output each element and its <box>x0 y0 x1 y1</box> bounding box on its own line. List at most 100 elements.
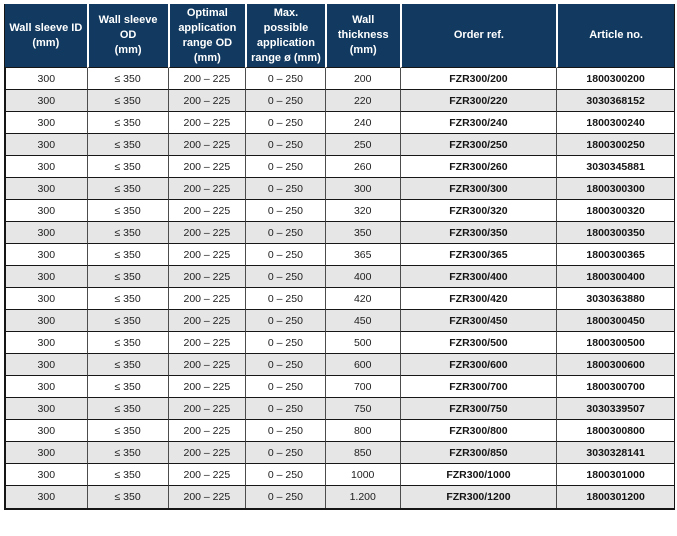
table-cell-wall-thickness: 260 <box>324 156 400 179</box>
table-cell-wall-sleeve-od: ≤ 350 <box>86 288 168 311</box>
table-cell-wall-thickness: 800 <box>324 420 400 443</box>
table-cell-wall-sleeve-id: 300 <box>5 156 87 179</box>
table-cell-max-range: 0 – 250 <box>245 134 325 157</box>
table-cell-wall-sleeve-id: 300 <box>5 90 87 113</box>
table-cell-article-no: 3030328141 <box>556 442 674 465</box>
table-row: 300 ≤ 350 200 – 225 0 – 250 220 FZR300/220 303… <box>5 90 674 113</box>
table-cell-optimal-range-od: 200 – 225 <box>167 90 246 113</box>
header-cell-article-no: Article no. <box>556 4 674 69</box>
table-cell-optimal-range-od: 200 – 225 <box>167 266 246 289</box>
table-cell-wall-sleeve-id: 300 <box>5 486 87 509</box>
table-cell-wall-sleeve-id: 300 <box>5 398 87 421</box>
table-cell-wall-thickness: 220 <box>324 90 400 113</box>
table-cell-optimal-range-od: 200 – 225 <box>167 332 246 355</box>
table-cell-order-ref: FZR300/750 <box>399 398 557 421</box>
table-row: 300 ≤ 350 200 – 225 0 – 250 800 FZR300/800 180… <box>5 420 674 443</box>
table-cell-max-range: 0 – 250 <box>245 332 325 355</box>
table-cell-article-no: 1800301000 <box>556 464 674 487</box>
table-row: 300 ≤ 350 200 – 225 0 – 250 450 FZR300/450 180… <box>5 310 674 333</box>
table-cell-max-range: 0 – 250 <box>245 354 325 377</box>
table-cell-wall-sleeve-od: ≤ 350 <box>86 200 168 223</box>
table-cell-wall-thickness: 1.200 <box>324 486 400 509</box>
table-cell-wall-sleeve-od: ≤ 350 <box>86 420 168 443</box>
table-cell-max-range: 0 – 250 <box>245 222 325 245</box>
table-cell-wall-thickness: 850 <box>324 442 400 465</box>
table-cell-wall-thickness: 365 <box>324 244 400 267</box>
table-cell-wall-sleeve-id: 300 <box>5 464 87 487</box>
table-cell-wall-sleeve-od: ≤ 350 <box>86 376 168 399</box>
table-cell-wall-sleeve-id: 300 <box>5 222 87 245</box>
table-cell-article-no: 1800300450 <box>556 310 674 333</box>
table-cell-article-no: 1800300400 <box>556 266 674 289</box>
table-cell-max-range: 0 – 250 <box>245 112 325 135</box>
table-cell-max-range: 0 – 250 <box>245 486 325 509</box>
table-cell-max-range: 0 – 250 <box>245 156 325 179</box>
table-cell-order-ref: FZR300/300 <box>399 178 557 201</box>
table-cell-wall-sleeve-od: ≤ 350 <box>86 222 168 245</box>
table-cell-wall-thickness: 320 <box>324 200 400 223</box>
table-row: 300 ≤ 350 200 – 225 0 – 250 320 FZR300/320 180… <box>5 200 674 223</box>
table-cell-wall-sleeve-id: 300 <box>5 310 87 333</box>
table-cell-wall-thickness: 400 <box>324 266 400 289</box>
table-cell-wall-sleeve-id: 300 <box>5 244 87 267</box>
table-cell-order-ref: FZR300/800 <box>399 420 557 443</box>
header-row: Wall sleeve ID (mm) Wall sleeve OD (mm) Op… <box>5 4 674 69</box>
table-row: 300 ≤ 350 200 – 225 0 – 250 300 FZR300/300 180… <box>5 178 674 201</box>
table-row: 300 ≤ 350 200 – 225 0 – 250 240 FZR300/240 180… <box>5 112 674 135</box>
table-cell-max-range: 0 – 250 <box>245 442 325 465</box>
table-cell-wall-thickness: 750 <box>324 398 400 421</box>
header-cell-optimal-range-od: Optimal application range OD (mm) <box>167 4 246 69</box>
table-cell-optimal-range-od: 200 – 225 <box>167 420 246 443</box>
table-cell-wall-thickness: 350 <box>324 222 400 245</box>
table-cell-article-no: 1800300800 <box>556 420 674 443</box>
header-cell-order-ref: Order ref. <box>399 4 557 69</box>
table-cell-optimal-range-od: 200 – 225 <box>167 310 246 333</box>
table-cell-order-ref: FZR300/260 <box>399 156 557 179</box>
table-cell-optimal-range-od: 200 – 225 <box>167 112 246 135</box>
table-cell-max-range: 0 – 250 <box>245 288 325 311</box>
table-cell-optimal-range-od: 200 – 225 <box>167 222 246 245</box>
table-cell-optimal-range-od: 200 – 225 <box>167 464 246 487</box>
table-cell-wall-sleeve-od: ≤ 350 <box>86 112 168 135</box>
table-row: 300 ≤ 350 200 – 225 0 – 250 420 FZR300/420 303… <box>5 288 674 311</box>
table-cell-order-ref: FZR300/320 <box>399 200 557 223</box>
table-cell-order-ref: FZR300/500 <box>399 332 557 355</box>
header-cell-wall-sleeve-id: Wall sleeve ID (mm) <box>5 4 87 69</box>
table-cell-wall-sleeve-od: ≤ 350 <box>86 486 168 509</box>
table-cell-optimal-range-od: 200 – 225 <box>167 442 246 465</box>
table-cell-optimal-range-od: 200 – 225 <box>167 178 246 201</box>
table-cell-wall-sleeve-id: 300 <box>5 200 87 223</box>
table-row: 300 ≤ 350 200 – 225 0 – 250 500 FZR300/500 180… <box>5 332 674 355</box>
table-cell-optimal-range-od: 200 – 225 <box>167 486 246 509</box>
table-cell-wall-thickness: 250 <box>324 134 400 157</box>
table-cell-order-ref: FZR300/1000 <box>399 464 557 487</box>
table-cell-article-no: 1800300365 <box>556 244 674 267</box>
table-cell-max-range: 0 – 250 <box>245 310 325 333</box>
table-cell-wall-thickness: 200 <box>324 68 400 91</box>
table-cell-max-range: 0 – 250 <box>245 398 325 421</box>
table-cell-optimal-range-od: 200 – 225 <box>167 288 246 311</box>
table-cell-article-no: 1800300200 <box>556 68 674 91</box>
table-cell-wall-sleeve-id: 300 <box>5 332 87 355</box>
table-cell-optimal-range-od: 200 – 225 <box>167 134 246 157</box>
table-cell-max-range: 0 – 250 <box>245 200 325 223</box>
table-cell-max-range: 0 – 250 <box>245 68 325 91</box>
table-cell-max-range: 0 – 250 <box>245 420 325 443</box>
table-cell-order-ref: FZR300/700 <box>399 376 557 399</box>
table-cell-order-ref: FZR300/250 <box>399 134 557 157</box>
table-cell-wall-thickness: 500 <box>324 332 400 355</box>
table-cell-wall-thickness: 240 <box>324 112 400 135</box>
table-cell-optimal-range-od: 200 – 225 <box>167 376 246 399</box>
table-cell-optimal-range-od: 200 – 225 <box>167 68 246 91</box>
table-cell-max-range: 0 – 250 <box>245 178 325 201</box>
table-cell-optimal-range-od: 200 – 225 <box>167 156 246 179</box>
table-row: 300 ≤ 350 200 – 225 0 – 250 750 FZR300/750 303… <box>5 398 674 421</box>
table-cell-wall-sleeve-id: 300 <box>5 178 87 201</box>
table-cell-wall-sleeve-od: ≤ 350 <box>86 90 168 113</box>
table-cell-wall-sleeve-od: ≤ 350 <box>86 332 168 355</box>
table-row: 300 ≤ 350 200 – 225 0 – 250 350 FZR300/350 180… <box>5 222 674 245</box>
table-cell-article-no: 1800300240 <box>556 112 674 135</box>
table-cell-wall-thickness: 700 <box>324 376 400 399</box>
table-cell-order-ref: FZR300/600 <box>399 354 557 377</box>
